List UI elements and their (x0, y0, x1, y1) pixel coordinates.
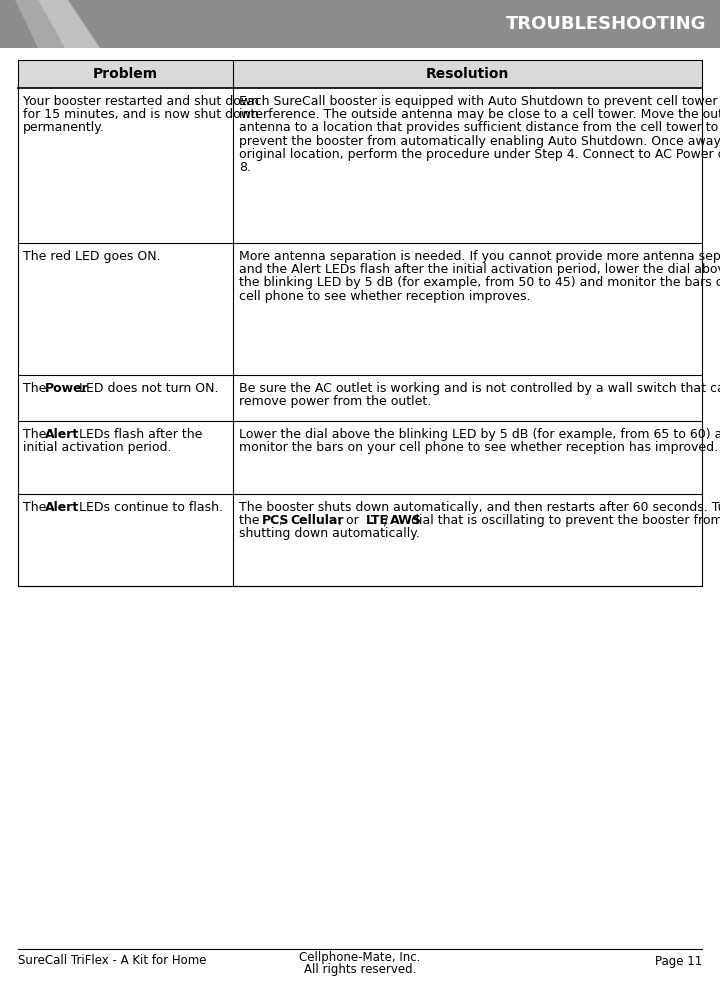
Text: LTE: LTE (366, 514, 389, 527)
Bar (18, 60, 702, 586)
Polygon shape (0, 0, 38, 48)
Text: permanently.: permanently. (23, 122, 105, 135)
Text: 8.: 8. (240, 161, 251, 174)
Text: Alert: Alert (45, 500, 79, 513)
Text: PCS: PCS (261, 514, 289, 527)
Text: LED does not turn ON.: LED does not turn ON. (75, 382, 218, 395)
Text: Alert: Alert (45, 428, 79, 441)
Text: and the Alert LEDs flash after the initial activation period, lower the dial abo: and the Alert LEDs flash after the initi… (240, 263, 720, 276)
Bar (18, 494, 702, 586)
Text: All rights reserved.: All rights reserved. (304, 962, 416, 975)
Text: Resolution: Resolution (426, 67, 510, 81)
Text: The red LED goes ON.: The red LED goes ON. (23, 250, 161, 263)
Text: shutting down automatically.: shutting down automatically. (240, 527, 420, 540)
Polygon shape (0, 0, 100, 48)
Text: The: The (23, 428, 50, 441)
Text: monitor the bars on your cell phone to see whether reception has improved.: monitor the bars on your cell phone to s… (240, 442, 719, 455)
Text: LEDs flash after the: LEDs flash after the (75, 428, 202, 441)
Text: dial that is oscillating to prevent the booster from: dial that is oscillating to prevent the … (408, 514, 720, 527)
Bar (18, 375, 702, 421)
Bar (18, 60, 702, 88)
Text: the blinking LED by 5 dB (for example, from 50 to 45) and monitor the bars on yo: the blinking LED by 5 dB (for example, f… (240, 277, 720, 290)
Text: Cellular: Cellular (290, 514, 344, 527)
Text: Cellphone-Mate, Inc.: Cellphone-Mate, Inc. (300, 950, 420, 963)
Text: ,: , (279, 514, 287, 527)
Text: The: The (23, 382, 50, 395)
Bar (18, 243, 702, 375)
Text: The: The (23, 500, 50, 513)
Text: Power: Power (45, 382, 89, 395)
Text: TROUBLESHOOTING: TROUBLESHOOTING (505, 15, 706, 33)
Text: original location, perform the procedure under Step 4. Connect to AC Power on pa: original location, perform the procedure… (240, 148, 720, 161)
Bar (0, 0, 720, 48)
Text: , or: , or (338, 514, 363, 527)
Text: AWS: AWS (390, 514, 421, 527)
Text: /: / (384, 514, 388, 527)
Text: Each SureCall booster is equipped with Auto Shutdown to prevent cell tower: Each SureCall booster is equipped with A… (240, 95, 718, 108)
Text: prevent the booster from automatically enabling Auto Shutdown. Once away from th: prevent the booster from automatically e… (240, 135, 720, 148)
Text: Your booster restarted and shut down: Your booster restarted and shut down (23, 95, 259, 108)
Text: SureCall TriFlex - A Kit for Home: SureCall TriFlex - A Kit for Home (18, 954, 207, 967)
Bar (18, 88, 702, 243)
Text: antenna to a location that provides sufficient distance from the cell tower to: antenna to a location that provides suff… (240, 122, 719, 135)
Text: cell phone to see whether reception improves.: cell phone to see whether reception impr… (240, 290, 531, 303)
Text: for 15 minutes, and is now shut down: for 15 minutes, and is now shut down (23, 108, 259, 121)
Text: interference. The outside antenna may be close to a cell tower. Move the outside: interference. The outside antenna may be… (240, 108, 720, 121)
Text: LEDs continue to flash.: LEDs continue to flash. (75, 500, 223, 513)
Bar (18, 421, 702, 494)
Text: More antenna separation is needed. If you cannot provide more antenna separation: More antenna separation is needed. If yo… (240, 250, 720, 263)
Text: Page 11: Page 11 (654, 954, 702, 967)
Text: Problem: Problem (93, 67, 158, 81)
Text: initial activation period.: initial activation period. (23, 442, 171, 455)
Text: The booster shuts down automatically, and then restarts after 60 seconds. Turn d: The booster shuts down automatically, an… (240, 500, 720, 513)
Text: the: the (240, 514, 264, 527)
Text: Be sure the AC outlet is working and is not controlled by a wall switch that can: Be sure the AC outlet is working and is … (240, 382, 720, 395)
Text: remove power from the outlet.: remove power from the outlet. (240, 396, 432, 409)
Polygon shape (0, 0, 65, 48)
Text: Lower the dial above the blinking LED by 5 dB (for example, from 65 to 60) and: Lower the dial above the blinking LED by… (240, 428, 720, 441)
